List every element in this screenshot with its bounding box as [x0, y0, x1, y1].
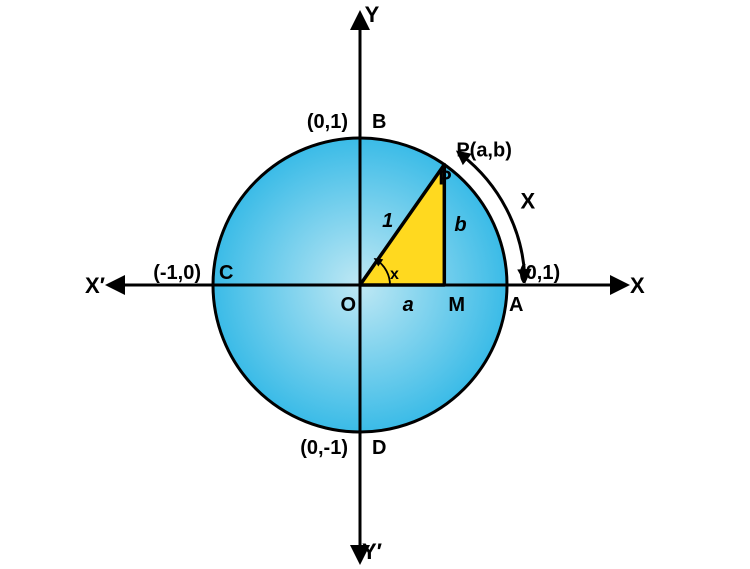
- label-A: A: [509, 294, 523, 316]
- label-adjacent: a: [403, 294, 414, 316]
- label-hypotenuse: 1: [382, 210, 393, 232]
- unit-circle-diagram: Y Y′ X X′ (0,1) B P(a,b) P (0,1) A (-1,0…: [0, 0, 750, 569]
- label-C: C: [219, 262, 233, 284]
- label-X-prime: X′: [85, 273, 105, 298]
- label-P-letter: P: [438, 168, 451, 190]
- label-angle: x: [390, 266, 399, 283]
- label-A-coord: (0,1): [519, 262, 560, 284]
- label-P-coord: P(a,b): [456, 140, 512, 162]
- label-C-coord: (-1,0): [153, 262, 201, 284]
- label-D-coord: (0,-1): [300, 437, 348, 459]
- label-Y: Y: [365, 2, 380, 27]
- label-M: M: [448, 294, 465, 316]
- label-D: D: [372, 437, 386, 459]
- label-X: X: [630, 273, 645, 298]
- label-arc-X: X: [521, 188, 536, 213]
- label-B-coord: (0,1): [307, 111, 348, 133]
- label-Y-prime: Y′: [362, 539, 382, 564]
- label-opposite: b: [454, 214, 466, 236]
- label-O: O: [340, 294, 356, 316]
- label-B: B: [372, 111, 386, 133]
